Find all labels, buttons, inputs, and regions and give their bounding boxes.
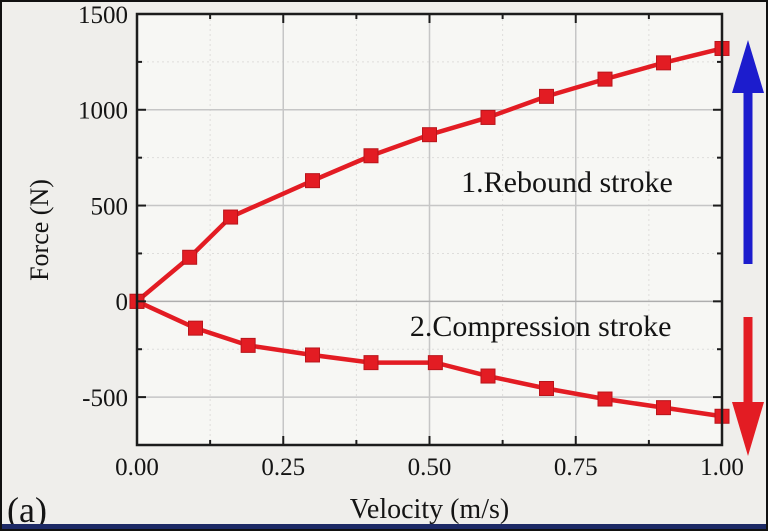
annotation-compression-stroke: 2.Compression stroke [409, 310, 672, 344]
data-point-marker [480, 368, 496, 384]
minor-gridlines [137, 14, 722, 445]
data-point-marker [363, 355, 379, 371]
y-tick-label: 500 [91, 193, 129, 220]
data-point-marker [422, 127, 437, 143]
x-tick-label: 1.00 [700, 454, 744, 481]
annotation-rebound-stroke: 1.Rebound stroke [461, 165, 673, 199]
data-point-marker [539, 88, 554, 104]
panel-label: (a) [7, 490, 47, 530]
x-tick-label: 0.25 [261, 454, 305, 481]
data-point-marker [305, 173, 320, 189]
rebound-direction-arrow-icon [732, 40, 764, 264]
data-point-marker [188, 320, 203, 336]
y-tick-label: -500 [82, 385, 128, 412]
y-axis-label: Force (N) [25, 178, 54, 281]
data-point-marker [656, 400, 671, 416]
data-point-marker [480, 109, 496, 125]
x-tick-label: 0.75 [554, 454, 598, 481]
bottom-border-strip [2, 524, 766, 529]
y-tick-label: 1000 [78, 98, 128, 125]
data-point-marker [182, 249, 198, 265]
data-point-marker [539, 380, 554, 396]
data-point-marker [597, 391, 613, 407]
data-point-marker [223, 209, 239, 225]
compression-direction-arrow-icon [732, 317, 764, 456]
x-tick-labels: 0.00 0.25 0.50 0.75 1.00 [115, 454, 744, 481]
major-gridlines [137, 14, 722, 445]
y-tick-label: 0 [116, 289, 129, 316]
data-point-marker [240, 337, 256, 353]
data-point-marker [363, 148, 379, 164]
x-tick-label: 0.00 [115, 454, 159, 481]
x-axis-label: Velocity (m/s) [349, 494, 510, 525]
y-tick-labels: 1500 1000 500 0 -500 [78, 2, 128, 412]
data-point-marker [305, 347, 320, 363]
y-tick-label: 1500 [78, 2, 128, 29]
data-point-marker [597, 71, 613, 87]
data-point-marker [656, 55, 671, 71]
axis-ticks [136, 13, 723, 445]
x-tick-label: 0.50 [408, 454, 452, 481]
data-point-marker [427, 355, 443, 371]
